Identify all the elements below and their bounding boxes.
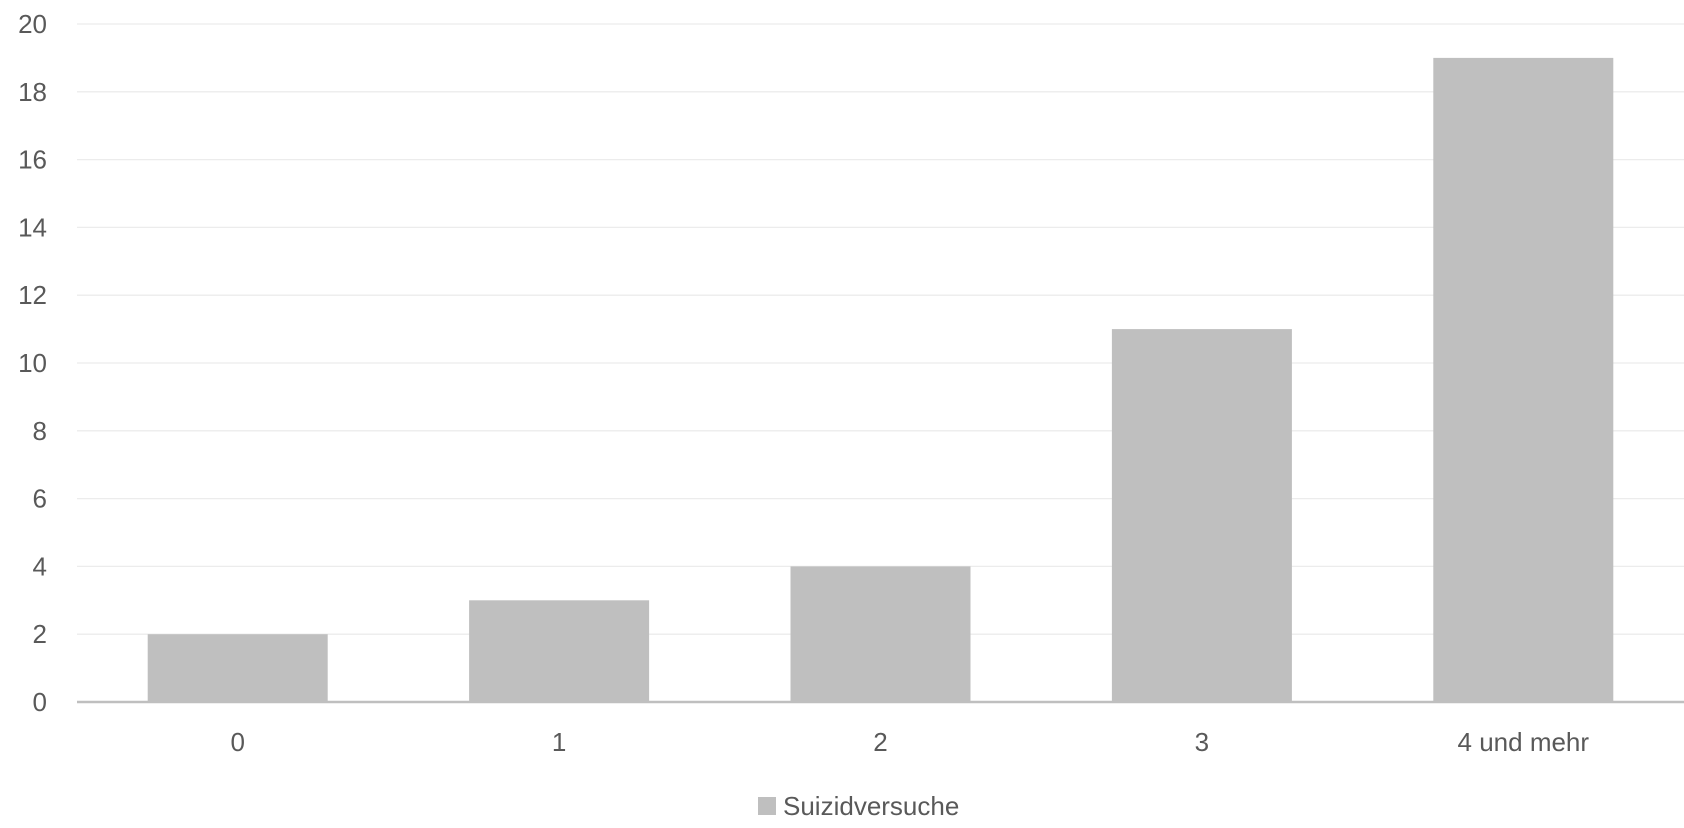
y-tick-label: 14 <box>18 212 47 242</box>
y-tick-label: 6 <box>33 484 47 514</box>
bar <box>1111 329 1292 702</box>
legend-swatch <box>758 797 776 815</box>
bars <box>147 57 1614 702</box>
bar <box>1433 57 1614 702</box>
y-tick-label: 4 <box>33 551 47 581</box>
y-tick-label: 0 <box>33 687 47 717</box>
x-tick-label: 4 und mehr <box>1458 727 1590 757</box>
y-tick-label: 12 <box>18 280 47 310</box>
y-tick-label: 16 <box>18 145 47 175</box>
bar <box>147 634 328 702</box>
legend-label: Suizidversuche <box>783 791 959 821</box>
y-tick-label: 10 <box>18 348 47 378</box>
x-tick-label: 1 <box>552 727 566 757</box>
legend: Suizidversuche <box>758 791 959 821</box>
bar <box>790 566 971 702</box>
x-tick-label: 3 <box>1195 727 1209 757</box>
gridlines <box>77 23 1684 635</box>
bar <box>469 600 650 702</box>
y-tick-label: 20 <box>18 9 47 39</box>
x-tick-label: 2 <box>873 727 887 757</box>
y-tick-label: 18 <box>18 77 47 107</box>
x-tick-label: 0 <box>230 727 244 757</box>
y-tick-label: 2 <box>33 619 47 649</box>
y-tick-label: 8 <box>33 416 47 446</box>
